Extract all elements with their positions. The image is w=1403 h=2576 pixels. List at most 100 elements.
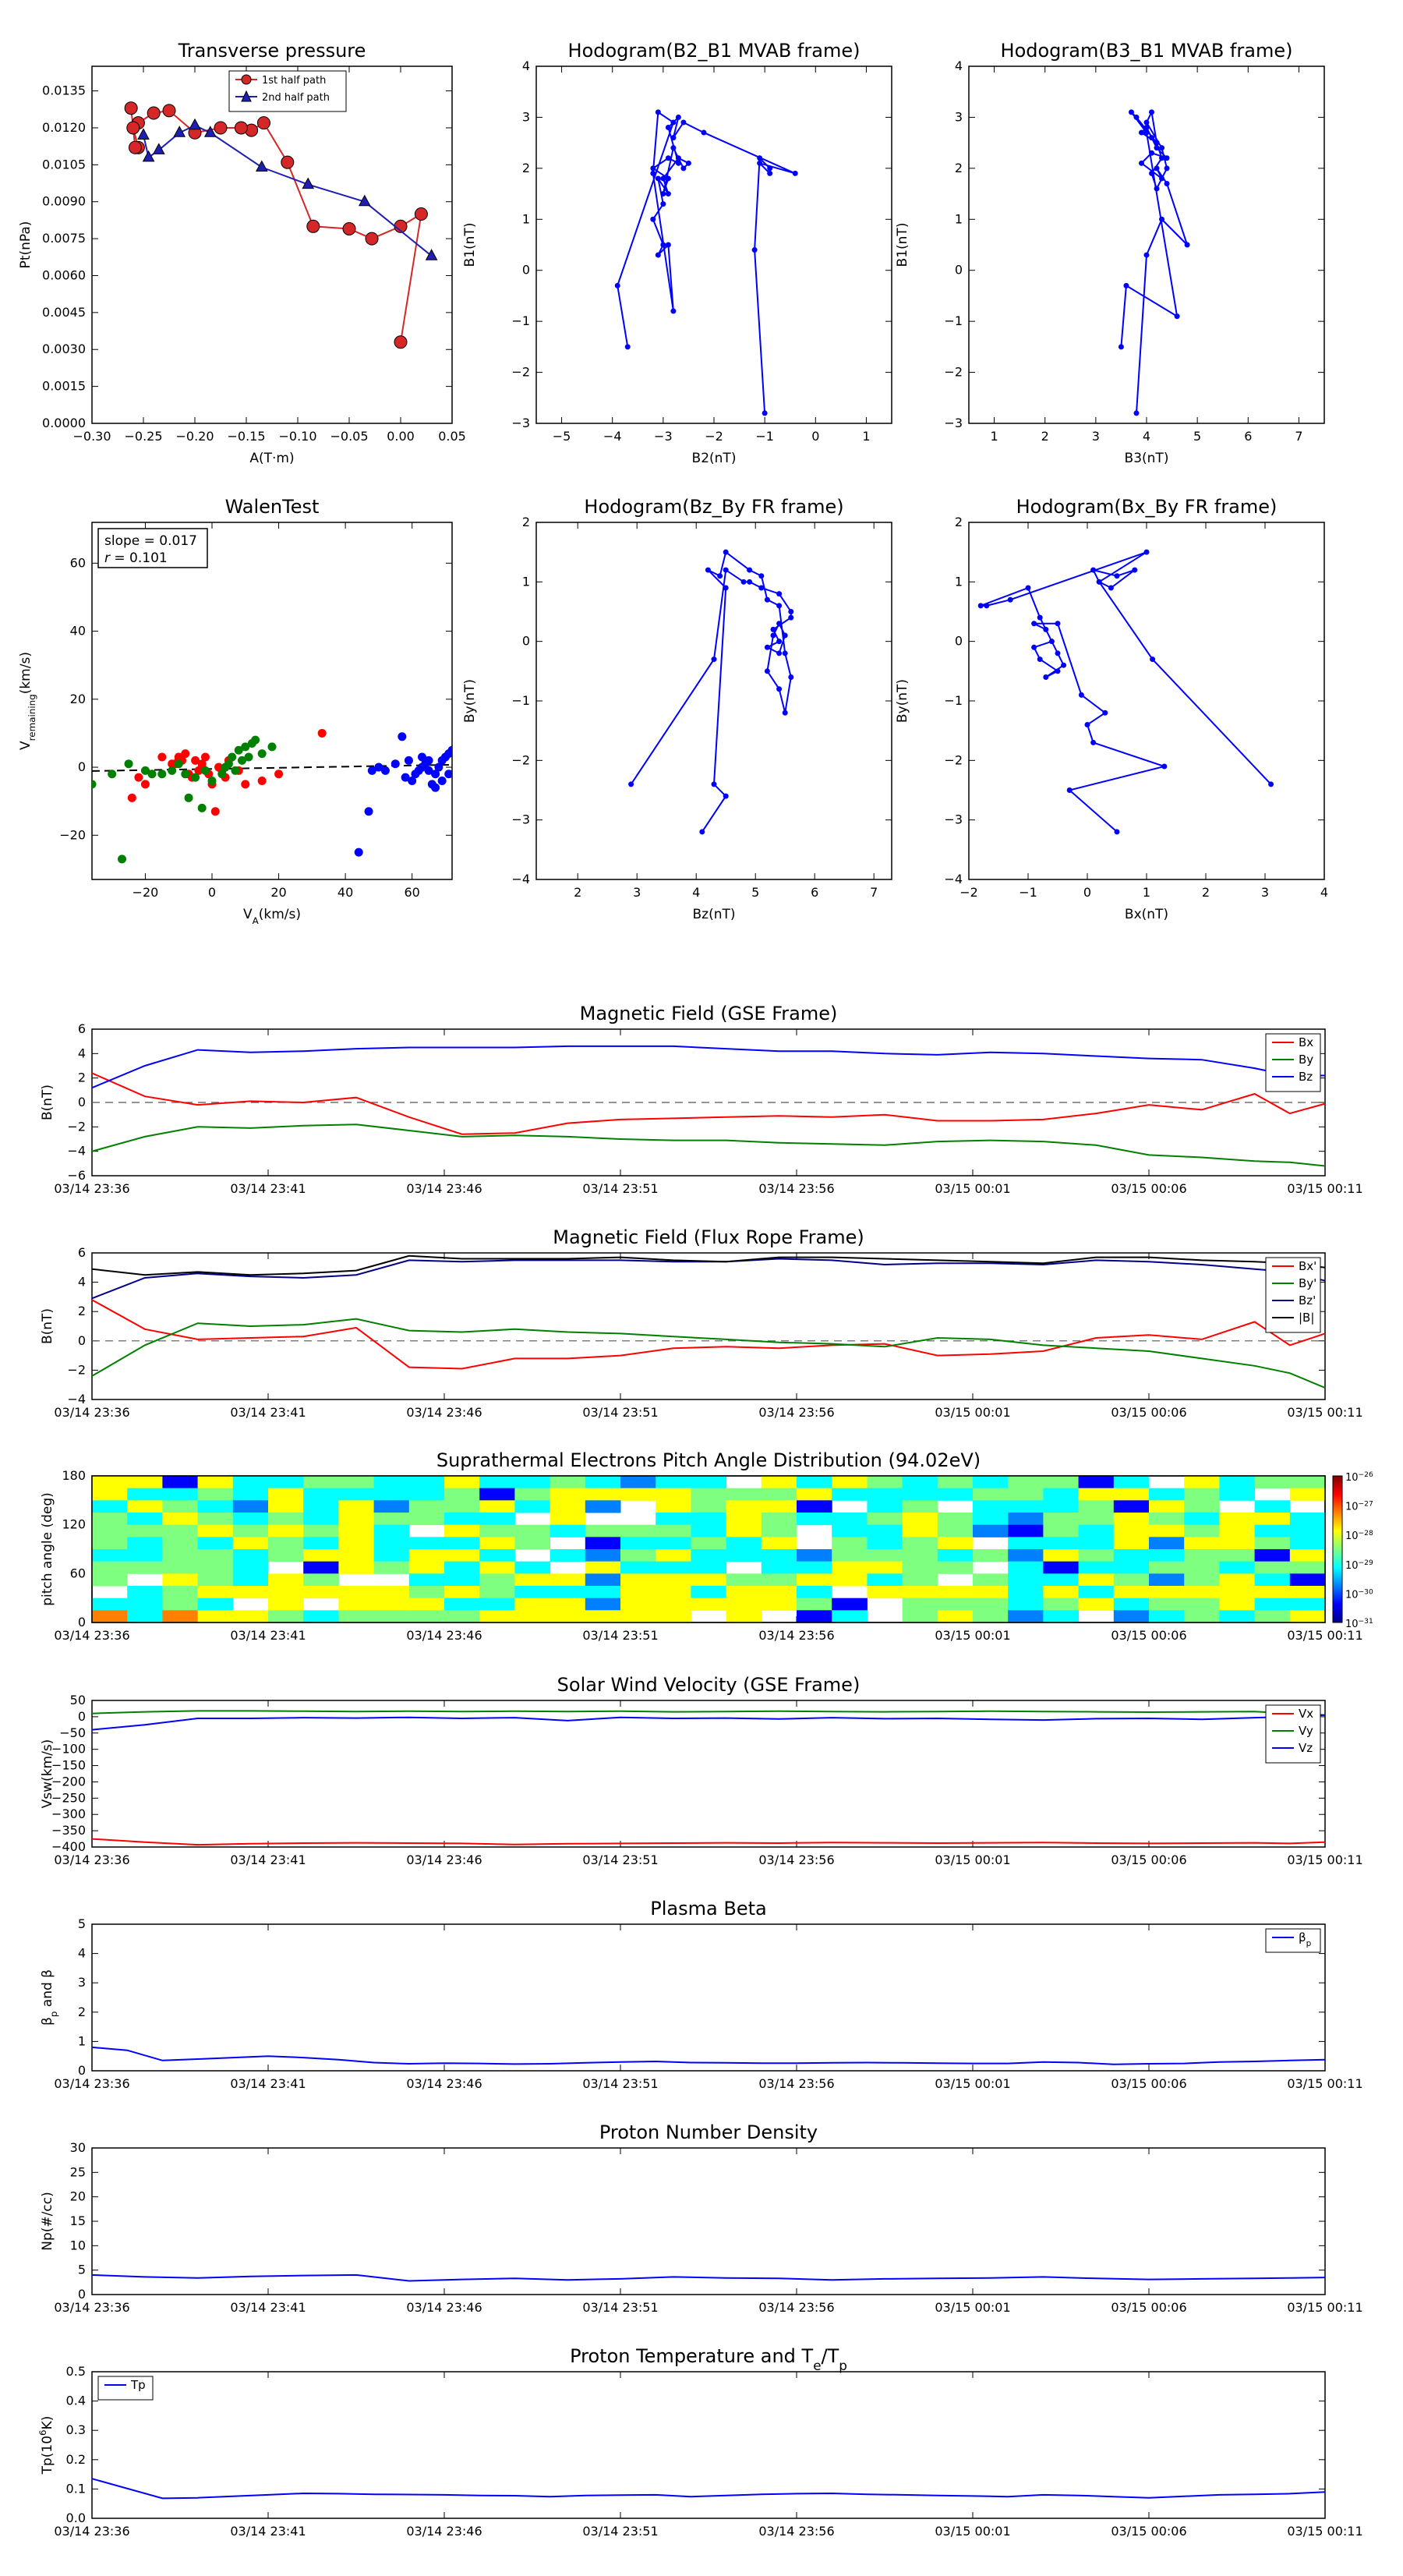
annotation-r: r = 0.101 [104, 550, 168, 566]
y-axis-label: B(nT) [40, 1085, 55, 1120]
heatmap-cell [197, 1537, 234, 1550]
data-point [660, 191, 666, 197]
data-point [173, 126, 186, 137]
data-point [675, 114, 681, 120]
heatmap-cell [1078, 1561, 1115, 1574]
data-point [764, 644, 770, 650]
heatmap-cell [373, 1586, 410, 1599]
heatmap-cell [514, 1610, 551, 1623]
heatmap-cell [268, 1476, 304, 1489]
heatmap-cell [127, 1586, 163, 1599]
heatmap-cells [92, 1476, 1326, 1623]
heatmap-cell [832, 1524, 868, 1537]
y-tick-label: 4 [78, 1046, 86, 1060]
data-point [342, 221, 356, 235]
x-tick-label: −4 [603, 429, 622, 444]
heatmap-cell [479, 1500, 515, 1513]
heatmap-cell [726, 1513, 762, 1526]
heatmap-cell [937, 1561, 974, 1574]
heatmap-cell [902, 1610, 938, 1623]
heatmap-cell [902, 1573, 938, 1587]
data-point [1149, 109, 1155, 115]
y-tick-label: 1 [955, 574, 963, 589]
heatmap-cell [1113, 1573, 1150, 1587]
heatmap-cell [973, 1476, 1009, 1489]
heatmap-cell [937, 1598, 974, 1611]
x-tick-label: −0.25 [124, 429, 162, 444]
y-tick-label: 0 [955, 263, 963, 278]
heatmap-cell [550, 1513, 586, 1526]
x-tick-label: 0 [1083, 885, 1091, 900]
data-point [1128, 109, 1134, 115]
heatmap-cell [867, 1476, 903, 1489]
heatmap-cell [1078, 1524, 1115, 1537]
x-tick-label: 03/14 23:51 [582, 2524, 658, 2539]
y-tick-label: 3 [955, 109, 963, 124]
heatmap-cell [832, 1476, 868, 1489]
data-point [451, 744, 452, 750]
data-point [1043, 626, 1049, 632]
y-axis-label: B1(nT) [462, 223, 478, 267]
heatmap-cell [1008, 1476, 1044, 1489]
data-point [274, 770, 284, 779]
x-tick-label: 40 [337, 885, 353, 900]
y-tick-label: −4 [511, 872, 530, 886]
y-tick-label: 30 [70, 2140, 86, 2155]
y-tick-label: 60 [70, 555, 86, 570]
heatmap-cell [92, 1476, 128, 1489]
data-point [1150, 656, 1156, 663]
data-point [1114, 829, 1120, 835]
x-tick-label: 2 [1041, 429, 1049, 444]
data-point [437, 777, 447, 786]
y-tick-label: 0 [955, 634, 963, 649]
heatmap-cell [1219, 1573, 1256, 1587]
data-point [157, 752, 167, 762]
data-point [306, 219, 320, 233]
x-tick-label: 2 [574, 885, 581, 900]
y-tick-label: −3 [944, 416, 963, 430]
data-point [128, 140, 142, 154]
x-tick-label: 6 [1244, 429, 1252, 444]
heatmap-cell [444, 1476, 480, 1489]
heatmap-cell [1043, 1476, 1080, 1489]
y-tick-label: −3 [511, 812, 530, 827]
annotation-slope: slope = 0.017 [104, 533, 197, 549]
chart-title: Proton Number Density [599, 2121, 818, 2143]
y-tick-label: 40 [70, 624, 86, 639]
data-point [181, 749, 190, 759]
plot-area [91, 522, 453, 880]
heatmap-cell [127, 1524, 163, 1537]
chart-title: WalenTest [225, 496, 320, 518]
x-tick-label: 7 [1295, 429, 1302, 444]
y-tick-label: 2 [522, 161, 530, 175]
data-point [231, 766, 240, 775]
y-tick-label: −200 [51, 1774, 86, 1789]
data-point [680, 119, 687, 126]
data-point [241, 780, 250, 789]
y-tick-label: 0 [522, 634, 530, 649]
y-tick-label: −1 [944, 313, 963, 328]
heatmap-cell [585, 1610, 621, 1623]
heatmap-cell [1113, 1537, 1150, 1550]
heatmap-cell [197, 1561, 234, 1574]
heatmap-cell [761, 1549, 797, 1562]
heatmap-cell [656, 1610, 691, 1623]
heatmap-cell [726, 1500, 762, 1513]
heatmap-cell [373, 1598, 410, 1611]
heatmap-cell [162, 1561, 199, 1574]
y-tick-label: 0.0120 [42, 120, 86, 135]
x-tick-label: 5 [1193, 429, 1201, 444]
heatmap-cell [726, 1549, 762, 1562]
heatmap-cell [937, 1537, 974, 1550]
heatmap-cell [656, 1500, 691, 1513]
heatmap-cell [902, 1513, 938, 1526]
heatmap-cell [232, 1524, 269, 1537]
heatmap-cell [373, 1476, 410, 1489]
hodogram-line [630, 550, 792, 833]
heatmap-cell [1113, 1500, 1150, 1513]
heatmap-cell [479, 1537, 515, 1550]
data-point [1102, 709, 1108, 716]
heatmap-cell [268, 1598, 304, 1611]
data-point [747, 579, 753, 585]
y-tick-label: 1 [78, 2033, 86, 2048]
